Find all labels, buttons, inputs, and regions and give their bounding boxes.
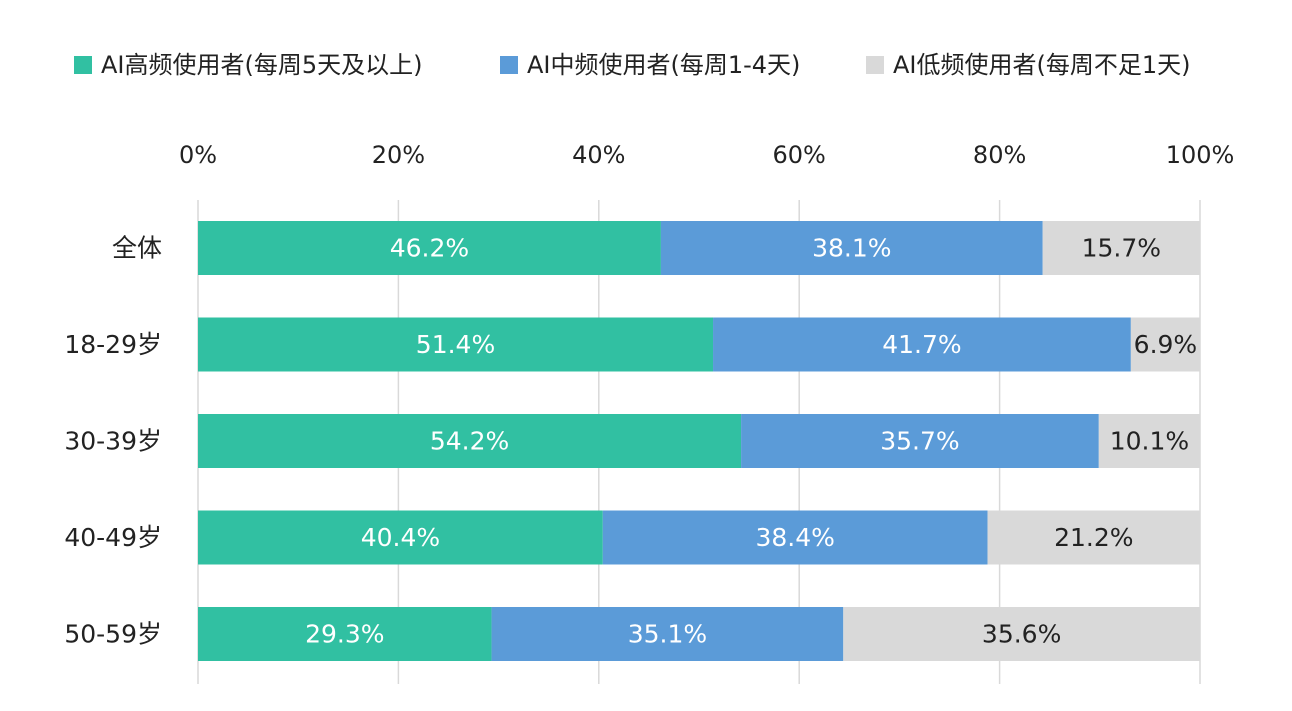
data-label: 15.7% [1082,234,1161,263]
data-label: 51.4% [416,330,495,359]
bar-segment [713,317,1131,372]
legend-label: AI中频使用者(每周1-4天) [527,51,800,79]
x-tick-label: 80% [973,141,1026,169]
category-label: 50-59岁 [64,620,162,649]
bar-segment [987,510,1200,565]
category-label: 全体 [112,234,162,263]
legend: AI高频使用者(每周5天及以上) AI中频使用者(每周1-4天) AI低频使用者(每… [74,51,1191,79]
category-label: 40-49岁 [64,523,162,552]
bars: 46.2% 38.1% 15.7% 51.4% 41.7% 6.9% 54.2% 35.7% 1… [198,221,1200,661]
data-label: 21.2% [1054,523,1133,552]
x-tick-label: 100% [1166,141,1235,169]
bar-segment [1130,317,1200,372]
bar-segment [198,221,661,275]
data-label: 10.1% [1110,427,1189,456]
bar-segment [741,414,1099,468]
x-tick-label: 0% [179,141,217,169]
bar-segment [1042,221,1200,275]
x-tick-label: 60% [773,141,826,169]
data-label: 35.7% [880,427,959,456]
data-label: 46.2% [390,234,469,263]
data-label: 38.4% [755,523,834,552]
legend-label: AI低频使用者(每周不足1天) [893,51,1191,79]
data-label: 40.4% [361,523,440,552]
bar-segment [1098,414,1200,468]
bar-segment [602,510,988,565]
x-tick-label: 40% [572,141,625,169]
bar-segment [660,221,1043,275]
data-label: 6.9% [1134,330,1198,359]
legend-swatch [500,56,518,74]
legend-label: AI高频使用者(每周5天及以上) [101,51,423,79]
bar-segment [198,414,742,468]
legend-swatch [74,56,92,74]
x-axis-ticks: 0% 20% 40% 60% 80% 100% [179,141,1234,169]
category-label: 18-29岁 [64,330,162,359]
legend-swatch [866,56,884,74]
data-label: 54.2% [430,427,509,456]
data-label: 35.1% [628,620,707,649]
bar-segment [198,317,714,372]
bar-segment [843,607,1200,661]
data-label: 41.7% [882,330,961,359]
category-label: 30-39岁 [64,427,162,456]
data-label: 38.1% [812,234,891,263]
y-axis-categories: 全体 18-29岁 30-39岁 40-49岁 50-59岁 [64,234,162,649]
bar-segment [198,607,492,661]
bar-segment [198,510,603,565]
bar-segment [491,607,844,661]
x-tick-label: 20% [372,141,425,169]
data-label: 35.6% [982,620,1061,649]
data-label: 29.3% [305,620,384,649]
